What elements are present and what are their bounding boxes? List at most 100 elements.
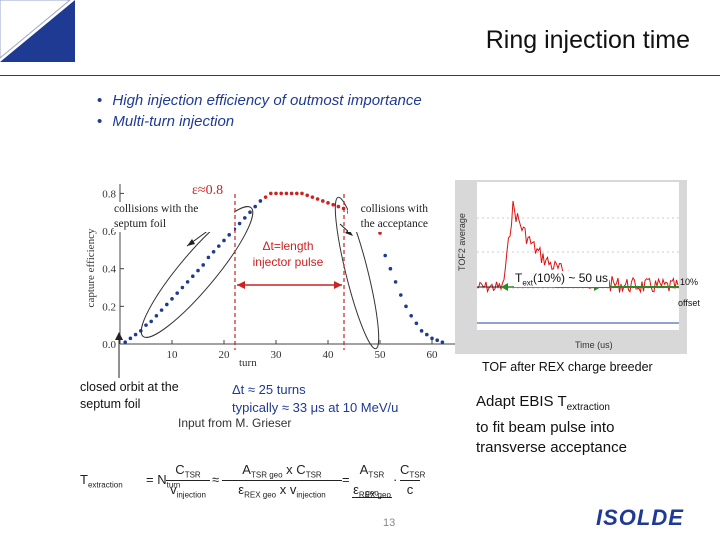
y-tick-label: 0.4 xyxy=(102,264,116,276)
data-point xyxy=(274,191,278,196)
formula-lhs: Textraction xyxy=(80,472,123,490)
data-point xyxy=(175,291,179,295)
data-point xyxy=(149,319,153,324)
formula-frac3-den: εREX geo xyxy=(353,482,391,500)
data-point xyxy=(399,293,403,297)
data-point xyxy=(263,195,268,199)
data-point xyxy=(414,321,419,326)
text-label: Text(10%) ~ 50 us xyxy=(514,271,610,288)
data-point xyxy=(430,336,434,341)
y-axis-label: capture efficiency xyxy=(85,228,97,307)
bullet-item: Multi-turn injection xyxy=(97,111,422,132)
dt-note: Δt ≈ 25 turns typically ≈ 33 μs at 10 Me… xyxy=(232,381,398,417)
x-tick-label: 40 xyxy=(323,349,335,361)
closed-orbit-arrow xyxy=(115,332,123,378)
x-tick-label: 50 xyxy=(375,349,387,361)
adapt-text: Adapt EBIS T xyxy=(476,393,567,410)
acceptance-ellipse xyxy=(334,196,380,350)
y-tick-label: 0.6 xyxy=(102,226,116,238)
data-point xyxy=(165,302,169,307)
data-point xyxy=(409,313,414,318)
septum-pointer-head xyxy=(187,239,195,246)
x-tick-label: 10 xyxy=(167,349,179,361)
data-point xyxy=(284,191,289,196)
data-point xyxy=(227,233,231,237)
data-point xyxy=(217,244,221,248)
formula-frac2-den: εREX geo x vinjection xyxy=(238,482,326,500)
data-point xyxy=(310,195,315,199)
tof-plot-area xyxy=(477,182,679,330)
data-point xyxy=(185,280,190,284)
data-point xyxy=(170,297,174,301)
data-point xyxy=(253,204,257,209)
bullet-item: High injection efficiency of outmost imp… xyxy=(97,90,421,111)
septum-ellipse xyxy=(140,206,254,338)
data-point xyxy=(419,329,424,333)
acceptance-pointer-head xyxy=(345,229,353,236)
adapt-sub: extraction xyxy=(566,402,610,413)
y-tick-label: 0.8 xyxy=(102,188,116,200)
formula-frac4-num: CTSR xyxy=(400,462,426,481)
annot-septum: collisions with the septum foil xyxy=(114,202,234,232)
formula-eq2: = xyxy=(342,472,350,487)
data-point xyxy=(128,336,133,341)
adapt-note: Adapt EBIS Textraction to fit beam pulse… xyxy=(476,392,627,458)
data-point xyxy=(393,280,398,284)
data-point xyxy=(211,249,216,254)
bullet-list: High injection efficiency of outmost imp… xyxy=(97,90,422,132)
page-number: 13 xyxy=(383,517,396,529)
adapt-line-3: transverse acceptance xyxy=(476,439,627,456)
tof-ylabel: TOF2 average xyxy=(457,213,467,271)
dt-typically: typically ≈ 33 μs at 10 MeV/u xyxy=(232,400,399,415)
input-from-note: Input from M. Grieser xyxy=(178,416,292,430)
x-axis-label: turn xyxy=(239,357,257,369)
data-point xyxy=(383,253,388,258)
formula-eq1: = Nturn xyxy=(146,472,181,490)
title-divider xyxy=(0,75,720,76)
isolde-logo: ISOLDE xyxy=(596,505,714,531)
formula-frac4-den: c xyxy=(406,482,414,497)
y-tick-label: 0.2 xyxy=(102,301,116,313)
data-point xyxy=(191,274,195,279)
text-t: T xyxy=(515,271,523,285)
offset-label: offset xyxy=(678,298,700,308)
x-tick-label: 30 xyxy=(271,349,283,361)
data-point xyxy=(180,285,185,290)
ten-pct-label: 10% xyxy=(680,277,699,287)
data-point xyxy=(206,255,211,260)
x-tick-label: 60 xyxy=(427,349,439,361)
data-point xyxy=(315,197,320,201)
data-point xyxy=(326,201,330,205)
formula-frac3-num: ATSR geo xyxy=(352,462,392,499)
x-tick-label: 20 xyxy=(219,349,231,361)
tof-xlabel: Time (us) xyxy=(575,340,613,350)
formula: Textraction = Nturn CTSR vinjection ≈ AT… xyxy=(80,460,426,500)
formula-approx: ≈ xyxy=(212,472,220,487)
formula-dot: · xyxy=(393,472,398,487)
data-point xyxy=(279,191,283,196)
text-rest: (10%) ~ 50 us xyxy=(533,271,609,285)
data-point xyxy=(258,199,263,203)
data-point xyxy=(243,216,247,220)
isolde-logo-text: ISOLDE xyxy=(596,505,684,530)
data-point xyxy=(425,332,429,337)
formula-frac1-num: CTSR xyxy=(166,462,210,481)
data-point xyxy=(201,263,205,267)
data-point xyxy=(300,191,304,196)
data-point xyxy=(404,304,408,309)
dt-turns: Δt ≈ 25 turns xyxy=(232,382,306,397)
annot-dt: Δt=length injector pulse xyxy=(244,238,332,270)
data-point xyxy=(388,266,393,271)
epsilon-label: ε≈0.8 xyxy=(192,183,223,198)
y-tick-label: 0.0 xyxy=(102,339,116,351)
data-point xyxy=(378,231,382,235)
data-point xyxy=(321,199,325,203)
data-point xyxy=(269,191,273,196)
text-sub: ext xyxy=(522,278,534,288)
formula-frac2-num: ATSR geo x CTSR xyxy=(222,462,342,481)
dt-arrow-head-right xyxy=(334,281,342,289)
data-point xyxy=(123,340,127,344)
data-point xyxy=(159,308,164,312)
formula-frac1-den: vinjection xyxy=(170,482,206,500)
adapt-line-2: to fit beam pulse into xyxy=(476,419,615,436)
